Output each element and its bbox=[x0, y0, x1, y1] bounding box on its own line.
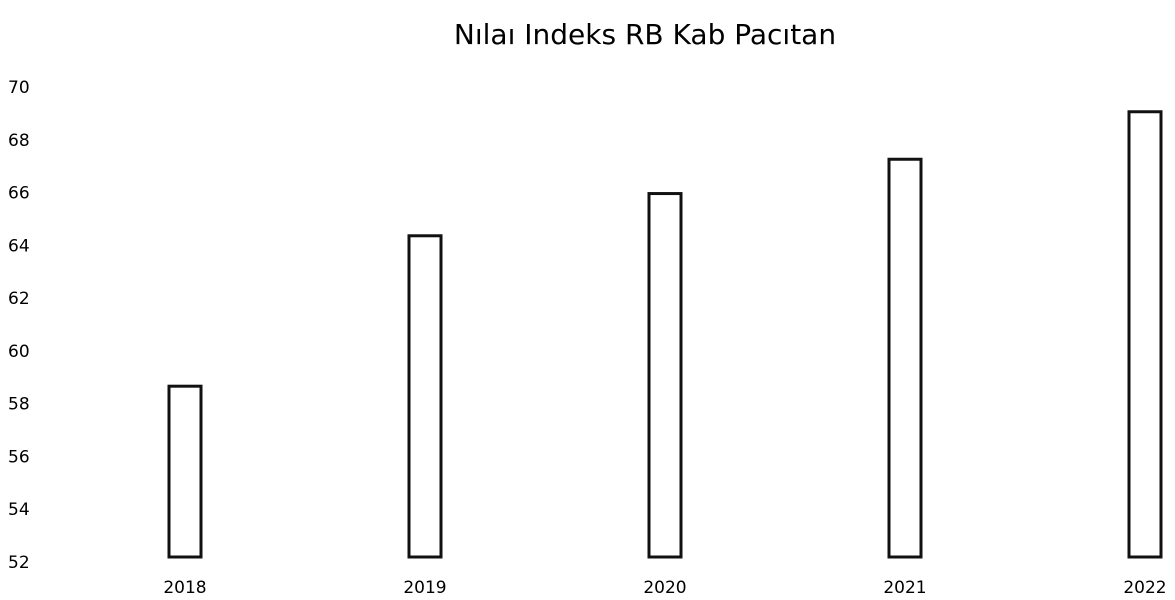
y-tick-label: 68 bbox=[8, 131, 30, 151]
bar bbox=[1127, 110, 1163, 559]
bar bbox=[407, 234, 443, 559]
x-tick-label: 2018 bbox=[163, 578, 206, 598]
y-tick-label: 60 bbox=[8, 342, 30, 362]
x-tick-label: 2022 bbox=[1123, 578, 1166, 598]
x-tick-label: 2019 bbox=[403, 578, 446, 598]
y-tick-label: 64 bbox=[8, 236, 30, 256]
y-tick-label: 58 bbox=[8, 395, 30, 415]
bar bbox=[167, 384, 203, 559]
bar bbox=[887, 157, 923, 559]
chart-title: Nılaı Indeks RB Kab Pacıtan bbox=[454, 18, 836, 51]
y-tick-label: 52 bbox=[8, 553, 30, 573]
y-tick-label: 62 bbox=[8, 289, 30, 309]
y-tick-label: 70 bbox=[8, 78, 30, 98]
y-tick-label: 56 bbox=[8, 447, 30, 467]
y-tick-label: 54 bbox=[8, 500, 30, 520]
x-tick-label: 2021 bbox=[883, 578, 926, 598]
bar bbox=[647, 192, 683, 559]
x-tick-label: 2020 bbox=[643, 578, 686, 598]
y-tick-label: 66 bbox=[8, 184, 30, 204]
